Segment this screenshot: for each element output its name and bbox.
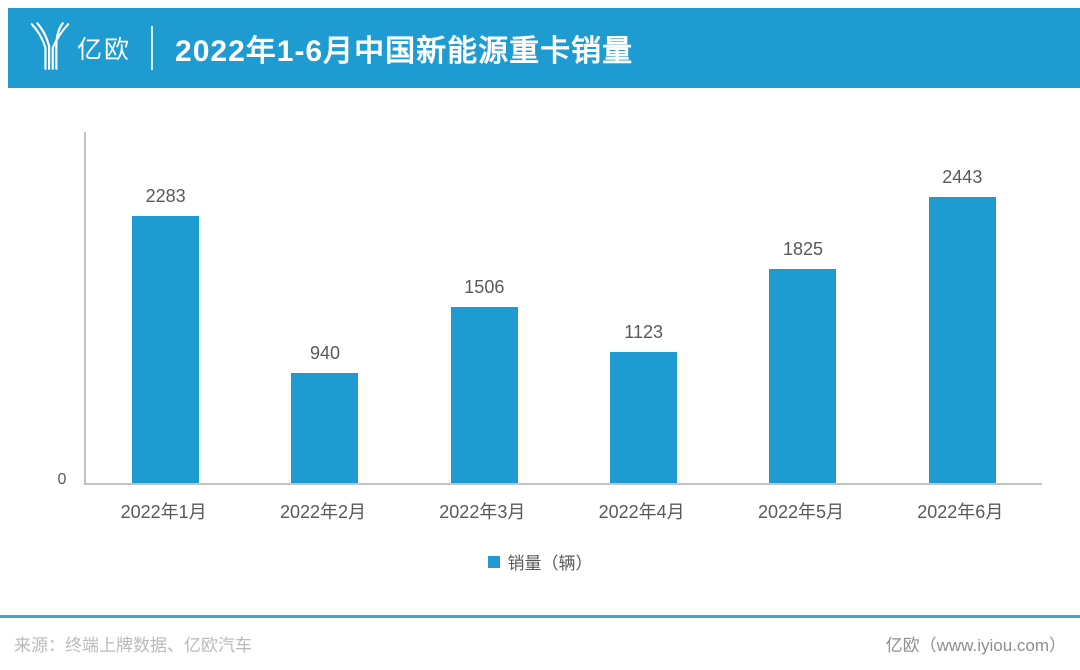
x-tick-label: 2022年3月	[439, 502, 526, 522]
bar-group: 940	[245, 343, 404, 483]
y-axis-zero-label: 0	[57, 471, 67, 488]
bar-value-label: 1825	[782, 239, 823, 259]
x-tick-label: 2022年4月	[598, 502, 685, 522]
bar-group: 1825	[723, 239, 882, 483]
bar-group: 1123	[564, 322, 723, 483]
header-divider	[151, 26, 154, 70]
page-title: 2022年1-6月中国新能源重卡销量	[175, 35, 634, 68]
bar-value-label: 2443	[942, 167, 983, 187]
bar-value-label: 1506	[464, 277, 505, 297]
bar-group: 1506	[405, 277, 564, 483]
bar	[450, 307, 518, 483]
bars-container: 2283 940 1506 1123 1825 2443	[86, 132, 1042, 483]
bar-group: 2283	[86, 186, 245, 483]
legend-swatch-icon	[487, 555, 500, 568]
footer-separator-line	[0, 615, 1080, 618]
x-tick-label: 2022年2月	[279, 502, 367, 522]
bar-value-label: 2283	[145, 186, 186, 206]
x-tick-label: 2022年1月	[120, 502, 207, 522]
bar	[291, 373, 359, 483]
x-axis-tick-row: 2022年1月 2022年2月 2022年3月 2022年4月 2022年5月 2022年…	[84, 498, 1040, 524]
bar-group: 2443	[883, 167, 1042, 483]
brand-logo-text: 亿欧	[77, 36, 132, 64]
brand-logo: 亿欧	[30, 20, 131, 77]
bar	[928, 197, 996, 483]
bar-value-label: 1123	[624, 322, 663, 342]
header-banner: 亿欧 2022年1-6月中国新能源重卡销量	[8, 8, 1080, 88]
x-tick-label: 2022年5月	[757, 502, 844, 522]
bar	[610, 352, 678, 483]
bar-value-label: 940	[309, 343, 341, 363]
source-note: 来源：终端上牌数据、亿欧汽车	[14, 636, 252, 655]
bar	[132, 216, 200, 483]
brand-url-note: 亿欧（www.iyiou.com）	[885, 636, 1066, 655]
x-tick-label: 2022年6月	[917, 502, 1004, 522]
bar-chart-plot-area: 2283 940 1506 1123 1825 2443	[84, 132, 1042, 485]
chart-legend: 销量（辆）	[0, 549, 1080, 574]
bar	[769, 269, 837, 483]
legend-label: 销量（辆）	[507, 554, 593, 573]
yiou-logo-icon	[30, 20, 70, 77]
